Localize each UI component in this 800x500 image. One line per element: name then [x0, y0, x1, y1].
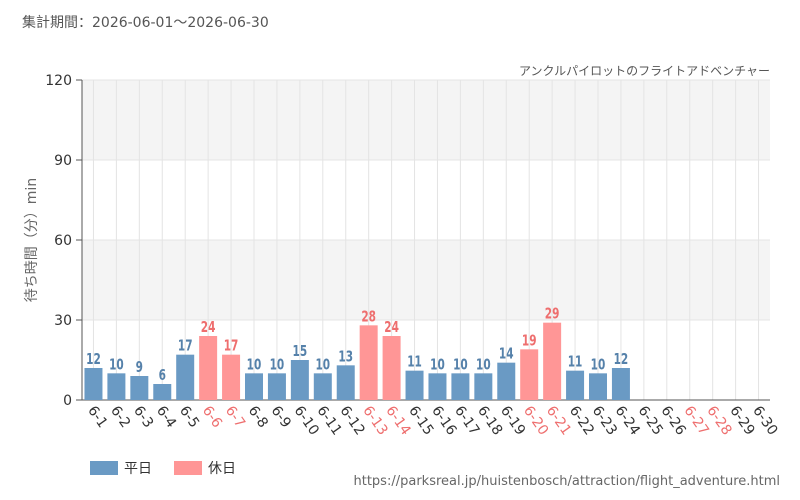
bar-value-label: 11 — [568, 354, 583, 371]
x-tick-label: 6-11 — [314, 403, 345, 438]
bar-6-1 — [84, 368, 103, 400]
bar-6-19 — [497, 362, 516, 400]
x-tick-label: 6-3 — [130, 403, 156, 431]
bar-value-label: 6 — [159, 368, 166, 385]
x-tick-label: 6-4 — [153, 403, 179, 431]
bar-6-6 — [199, 336, 218, 400]
x-tick-label: 6-18 — [474, 403, 505, 438]
x-tick-label: 6-27 — [680, 403, 711, 438]
bar-6-3 — [130, 376, 149, 400]
bar-value-label: 10 — [315, 357, 330, 374]
bar-value-label: 10 — [270, 357, 285, 374]
legend-swatch-weekday — [90, 461, 118, 475]
bar-value-label: 24 — [201, 320, 216, 337]
bar-value-label: 14 — [499, 346, 514, 363]
period-label: 集計期間：2026-06-01～2026-06-30 — [22, 15, 269, 31]
x-tick-label: 6-22 — [566, 403, 597, 438]
x-tick-label: 6-26 — [658, 403, 689, 438]
x-tick-label: 6-21 — [543, 403, 574, 438]
x-tick-label: 6-12 — [336, 403, 367, 438]
legend-label-holiday: 休日 — [208, 461, 236, 477]
bar-6-9 — [267, 373, 286, 400]
chart-title: アンクルパイロットのフライトアドベンチャー — [518, 64, 770, 78]
bar-value-label: 10 — [430, 357, 445, 374]
bar-value-label: 12 — [86, 352, 101, 369]
bar-6-20 — [520, 349, 539, 400]
bar-6-13 — [359, 325, 378, 400]
grid-band — [82, 240, 770, 320]
bar-6-17 — [451, 373, 470, 400]
bar-value-label: 13 — [338, 349, 353, 366]
x-tick-label: 6-1 — [84, 403, 110, 431]
bar-6-4 — [153, 384, 172, 400]
bar-value-label: 29 — [545, 306, 560, 323]
x-tick-label: 6-14 — [382, 403, 413, 438]
y-axis-label: 待ち時間（分）min — [24, 178, 40, 302]
bar-value-label: 9 — [136, 360, 143, 377]
bar-6-5 — [176, 354, 195, 400]
x-tick-label: 6-13 — [359, 403, 390, 438]
bar-value-label: 10 — [476, 357, 491, 374]
source-url: https://parksreal.jp/huistenbosch/attrac… — [353, 474, 781, 489]
bar-6-11 — [313, 373, 332, 400]
x-tick-label: 6-29 — [726, 403, 757, 438]
x-tick-label: 6-2 — [107, 403, 133, 431]
y-tick-label: 60 — [54, 233, 72, 249]
x-tick-label: 6-8 — [245, 403, 271, 431]
bar-6-16 — [428, 373, 447, 400]
bar-value-label: 10 — [453, 357, 468, 374]
bar-6-21 — [543, 322, 562, 400]
x-tick-label: 6-6 — [199, 403, 225, 431]
y-tick-label: 90 — [54, 153, 72, 169]
y-tick-label: 120 — [45, 73, 72, 89]
y-tick-label: 0 — [63, 393, 72, 409]
x-tick-label: 6-30 — [749, 403, 780, 438]
bar-6-2 — [107, 373, 126, 400]
bar-value-label: 10 — [591, 357, 606, 374]
bar-value-label: 12 — [614, 352, 629, 369]
bar-6-8 — [245, 373, 263, 400]
x-tick-label: 6-20 — [520, 403, 551, 438]
bar-value-label: 17 — [178, 338, 193, 355]
x-tick-label: 6-28 — [703, 403, 734, 438]
x-tick-label: 6-7 — [222, 403, 248, 431]
x-tick-label: 6-10 — [291, 403, 322, 438]
legend-item-weekday: 平日 — [90, 458, 152, 478]
bar-value-label: 10 — [109, 357, 124, 374]
x-tick-label: 6-23 — [589, 403, 620, 438]
legend-label-weekday: 平日 — [124, 461, 152, 477]
bar-6-22 — [566, 370, 585, 400]
bar-6-7 — [222, 354, 241, 400]
x-tick-label: 6-25 — [635, 403, 666, 438]
legend-item-holiday: 休日 — [174, 458, 236, 478]
bar-6-12 — [336, 365, 355, 400]
bar-value-label: 28 — [361, 309, 376, 326]
bar-value-label: 10 — [247, 357, 262, 374]
bar-6-14 — [382, 336, 401, 400]
bar-6-23 — [589, 373, 607, 400]
bar-6-15 — [405, 370, 424, 400]
legend: 平日 休日 — [90, 458, 236, 478]
grid-band — [82, 80, 770, 160]
bar-value-label: 17 — [224, 338, 239, 355]
bar-value-label: 19 — [522, 333, 537, 350]
bar-6-24 — [611, 368, 630, 400]
x-tick-label: 6-17 — [451, 403, 482, 438]
x-tick-label: 6-16 — [428, 403, 459, 438]
bar-6-10 — [290, 360, 309, 400]
legend-swatch-holiday — [174, 461, 202, 475]
bar-6-18 — [474, 373, 493, 400]
x-tick-label: 6-15 — [405, 403, 436, 438]
x-tick-label: 6-19 — [497, 403, 528, 438]
x-tick-label: 6-24 — [612, 403, 643, 438]
y-tick-label: 30 — [54, 313, 72, 329]
bar-value-label: 15 — [293, 344, 308, 361]
bar-value-label: 11 — [407, 354, 422, 371]
bar-value-label: 24 — [384, 320, 399, 337]
x-tick-label: 6-9 — [268, 403, 294, 431]
x-tick-label: 6-5 — [176, 403, 202, 431]
